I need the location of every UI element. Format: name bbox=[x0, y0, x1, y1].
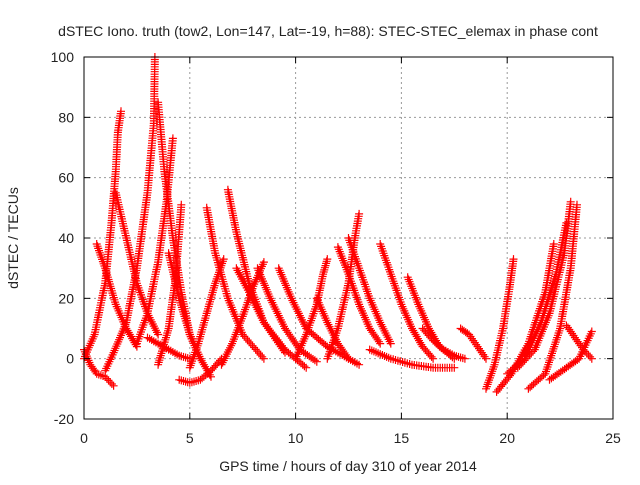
series-points bbox=[132, 134, 177, 348]
x-tick-label: 5 bbox=[186, 430, 194, 446]
series-points bbox=[482, 255, 518, 393]
series-points bbox=[274, 264, 353, 363]
data-series bbox=[132, 134, 177, 348]
data-series bbox=[524, 200, 581, 393]
y-axis-label: dSTEC / TECUs bbox=[5, 187, 21, 289]
x-tick-label: 0 bbox=[80, 430, 88, 446]
y-tick-label: 100 bbox=[51, 49, 75, 65]
data-series bbox=[175, 354, 226, 387]
x-tick-label: 10 bbox=[288, 430, 304, 446]
series-points bbox=[376, 240, 438, 363]
series-points bbox=[175, 354, 226, 387]
data-series bbox=[418, 324, 469, 363]
data-series bbox=[232, 264, 311, 372]
chart-title: dSTEC Iono. truth (tow2, Lon=147, Lat=-1… bbox=[58, 23, 598, 39]
data-series bbox=[482, 255, 518, 393]
series-points bbox=[418, 324, 469, 363]
data-series bbox=[545, 327, 596, 384]
series-points bbox=[80, 107, 125, 363]
data-series bbox=[456, 324, 490, 363]
series-points bbox=[143, 333, 194, 363]
series-points bbox=[92, 240, 141, 351]
y-tick-label: 60 bbox=[58, 170, 74, 186]
series-points bbox=[456, 324, 490, 363]
x-axis-label: GPS time / hours of day 310 of year 2014 bbox=[219, 458, 477, 474]
data-series bbox=[344, 234, 395, 348]
axis-ticks: 0 5 10 15 20 25 -20 0 20 40 60 80 100 bbox=[51, 49, 621, 446]
data-series bbox=[376, 240, 438, 363]
x-tick-label: 20 bbox=[499, 430, 515, 446]
series-points bbox=[365, 345, 459, 372]
y-tick-label: 0 bbox=[66, 351, 74, 367]
x-tick-label: 25 bbox=[605, 430, 621, 446]
y-tick-label: 20 bbox=[58, 290, 74, 306]
data-series bbox=[333, 243, 385, 348]
series-points bbox=[545, 327, 596, 384]
y-tick-label: 80 bbox=[58, 109, 74, 125]
y-tick-label: 40 bbox=[58, 230, 74, 246]
series-points bbox=[513, 197, 575, 372]
data-series bbox=[92, 240, 141, 351]
y-tick-label: -20 bbox=[54, 411, 74, 427]
x-tick-label: 15 bbox=[394, 430, 410, 446]
data-series bbox=[80, 107, 125, 363]
series-points bbox=[524, 200, 581, 393]
data-series bbox=[365, 345, 459, 372]
series-points bbox=[232, 264, 311, 372]
series-points bbox=[344, 234, 395, 348]
series-points bbox=[101, 53, 159, 375]
data-series bbox=[323, 209, 364, 363]
data-series bbox=[274, 264, 353, 363]
data-series bbox=[101, 53, 159, 375]
data-series bbox=[143, 333, 194, 363]
plot-area bbox=[80, 53, 596, 396]
series-points bbox=[333, 243, 385, 348]
series-points bbox=[323, 209, 364, 363]
data-series bbox=[513, 197, 575, 372]
